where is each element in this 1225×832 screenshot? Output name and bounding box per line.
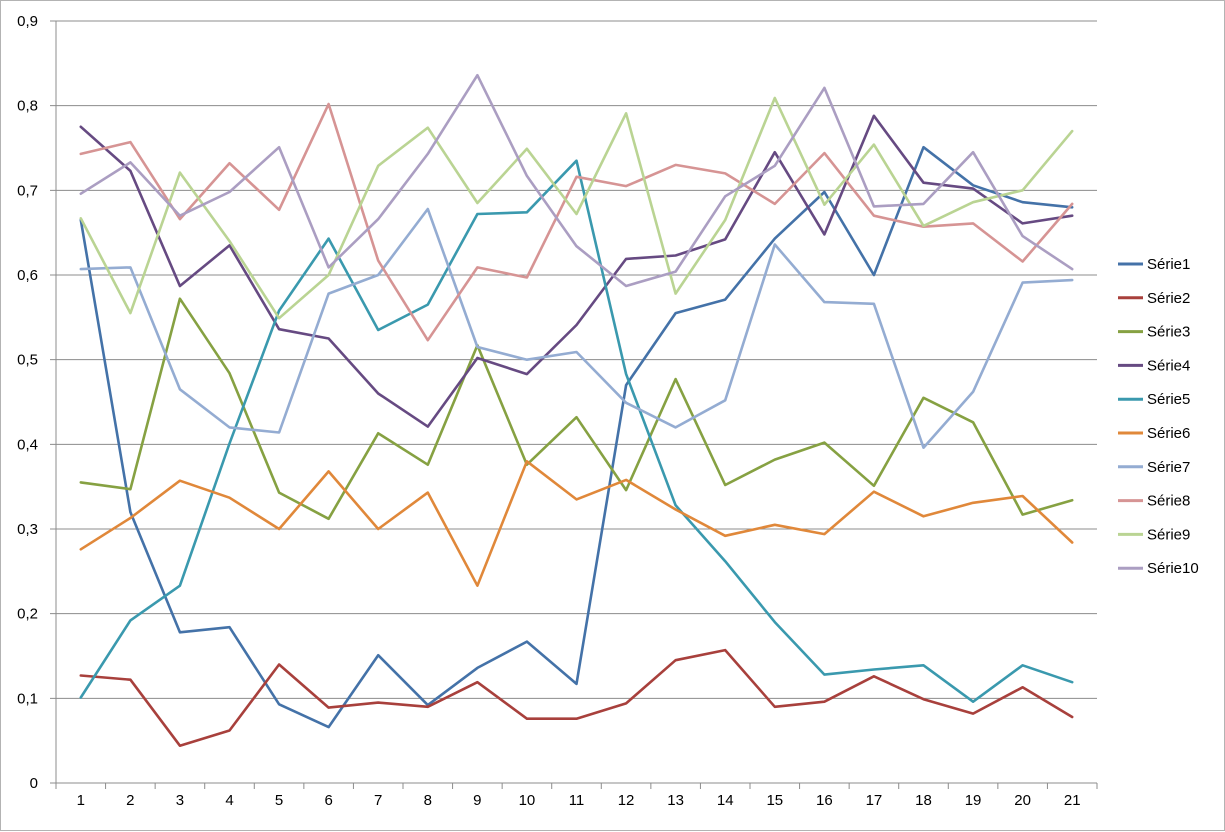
x-tick-label: 13 [667, 792, 684, 809]
y-axis-tick-labels: 0 0,1 0,2 0,3 0,4 0,5 0,6 0,7 0,8 0,9 [17, 13, 38, 792]
x-tick-label: 2 [126, 792, 134, 809]
series-line-10 [79, 73, 1074, 288]
x-axis [55, 21, 1098, 789]
x-axis-tick-labels: 1 2 3 4 5 6 7 8 9 10 11 12 13 14 15 16 17 18 19 20 21 [77, 792, 1081, 809]
series-line-1 [79, 145, 1074, 729]
legend-entry: Série7 [1118, 459, 1190, 476]
y-tick-label: 0,6 [17, 267, 38, 284]
series-line-8 [79, 102, 1074, 342]
x-tick-label: 9 [473, 792, 481, 809]
legend-label: Série3 [1147, 324, 1190, 341]
x-tick-label: 10 [519, 792, 536, 809]
x-tick-label: 4 [225, 792, 233, 809]
x-tick-label: 18 [915, 792, 932, 809]
series-line-3 [79, 297, 1074, 521]
legend-label: Série10 [1147, 560, 1199, 577]
legend-label: Série1 [1147, 256, 1190, 273]
x-tick-label: 16 [816, 792, 833, 809]
y-tick-label: 0,4 [17, 436, 38, 453]
y-tick-label: 0,9 [17, 13, 38, 30]
series-line-6 [79, 459, 1074, 588]
legend-entry: Série1 [1118, 256, 1190, 273]
x-tick-label: 14 [717, 792, 734, 809]
legend-label: Série7 [1147, 459, 1190, 476]
legend-entry: Série2 [1118, 290, 1190, 307]
x-tick-label: 15 [766, 792, 783, 809]
y-tick-label: 0,5 [17, 352, 38, 369]
x-tick-label: 20 [1014, 792, 1031, 809]
x-tick-label: 1 [77, 792, 85, 809]
x-tick-label: 6 [324, 792, 332, 809]
y-tick-label: 0,3 [17, 521, 38, 538]
gridlines [50, 20, 1097, 784]
legend-label: Série2 [1147, 290, 1190, 307]
series-line-4 [79, 114, 1074, 428]
legend-entry: Série8 [1118, 493, 1190, 510]
legend-label: Série8 [1147, 493, 1190, 510]
legend-label: Série6 [1147, 425, 1190, 442]
legend-entry: Série4 [1118, 357, 1190, 374]
y-tick-label: 0 [30, 775, 38, 792]
legend: Série1 Série2 Série3 Série4 Série5 Série6 Séri… [1118, 256, 1199, 577]
x-tick-label: 12 [618, 792, 635, 809]
series-line-5 [79, 159, 1074, 704]
legend-label: Série9 [1147, 526, 1190, 543]
x-tick-label: 8 [424, 792, 432, 809]
legend-entry: Série6 [1118, 425, 1190, 442]
x-tick-label: 7 [374, 792, 382, 809]
legend-entry: Série5 [1118, 391, 1190, 408]
x-tick-label: 19 [965, 792, 982, 809]
y-tick-label: 0,8 [17, 98, 38, 115]
x-tick-label: 17 [866, 792, 883, 809]
series-line-9 [79, 96, 1074, 320]
y-tick-label: 0,2 [17, 606, 38, 623]
legend-entry: Série9 [1118, 526, 1190, 543]
legend-entry: Série10 [1118, 560, 1199, 577]
series-lines [79, 73, 1074, 748]
series-line-7 [79, 207, 1074, 450]
y-tick-label: 0,7 [17, 182, 38, 199]
x-tick-label: 3 [176, 792, 184, 809]
legend-label: Série4 [1147, 357, 1190, 374]
x-tick-label: 21 [1064, 792, 1081, 809]
legend-label: Série5 [1147, 391, 1190, 408]
series-line-2 [79, 648, 1074, 748]
legend-entry: Série3 [1118, 324, 1190, 341]
x-tick-label: 5 [275, 792, 283, 809]
x-tick-label: 11 [569, 792, 585, 809]
y-tick-label: 0,1 [17, 690, 38, 707]
